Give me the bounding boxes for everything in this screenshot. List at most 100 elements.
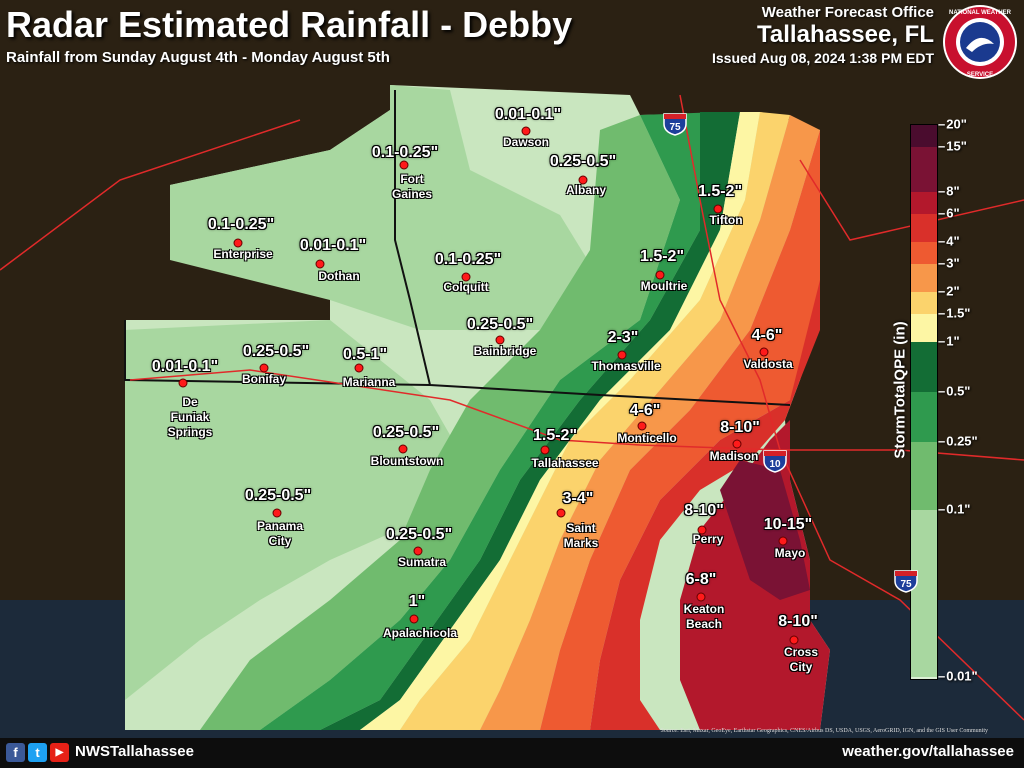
city-label: Valdosta xyxy=(743,357,793,371)
rainfall-label: 0.1-0.25" xyxy=(434,251,502,268)
rain-zone-0_25 xyxy=(200,115,680,730)
rain-zone-6 xyxy=(590,280,820,730)
city-label: Panama City xyxy=(256,519,304,548)
rainfall-map xyxy=(0,0,1024,738)
city-label: Tifton xyxy=(709,213,743,227)
city-marker xyxy=(233,238,243,248)
city-marker xyxy=(521,126,531,136)
city-label: Bonifay xyxy=(241,372,287,386)
twitter-icon[interactable]: t xyxy=(28,743,47,762)
svg-text:NATIONAL WEATHER: NATIONAL WEATHER xyxy=(949,10,1012,16)
legend-title: StormTotalQPE (in) xyxy=(891,321,909,459)
rain-zone-2 xyxy=(400,112,790,730)
legend-tick-label: 1" xyxy=(938,334,959,349)
interstate-10-icon: 10 xyxy=(763,450,787,473)
city-label: Dothan xyxy=(318,269,360,283)
rainfall-label: 0.1-0.25" xyxy=(371,144,439,161)
page-subtitle: Rainfall from Sunday August 4th - Monday… xyxy=(6,49,390,66)
rainfall-label: 1" xyxy=(408,593,426,610)
interstate-75-south-icon: 75 xyxy=(894,570,918,593)
office-label: Weather Forecast Office xyxy=(761,4,934,21)
rainfall-label: 8-10" xyxy=(684,502,724,519)
city-label: Tallahassee xyxy=(531,456,599,470)
city-marker xyxy=(398,444,408,454)
state-border xyxy=(124,90,791,406)
rainfall-label: 0.5-1" xyxy=(342,346,388,363)
rainfall-label: 8-10" xyxy=(720,419,760,436)
city-label: Fort Gaines xyxy=(391,172,433,201)
city-label: Bainbridge xyxy=(473,344,537,358)
rainfall-label: 1.5-2" xyxy=(697,183,743,200)
city-marker xyxy=(540,445,550,455)
rainfall-label: 0.25-0.5" xyxy=(466,316,534,333)
city-label: Blountstown xyxy=(370,454,444,468)
legend-tick-label: 20" xyxy=(938,117,967,132)
issued-timestamp: Issued Aug 08, 2024 1:38 PM EDT xyxy=(711,50,934,66)
rainfall-label: 8-10" xyxy=(778,613,818,630)
city-marker xyxy=(495,335,505,345)
rainfall-label: 10-15" xyxy=(763,516,813,533)
rainfall-label: 6-8" xyxy=(685,571,717,588)
legend-tick-label: 0.01" xyxy=(938,669,977,684)
city-marker xyxy=(578,175,588,185)
city-label: Colquitt xyxy=(443,280,489,294)
city-marker xyxy=(556,508,566,518)
youtube-icon[interactable]: ▶ xyxy=(50,743,69,762)
city-marker xyxy=(178,378,188,388)
city-marker xyxy=(272,508,282,518)
city-marker xyxy=(399,160,409,170)
legend-tick-label: 0.25" xyxy=(938,434,977,449)
interstate-10-label: 10 xyxy=(769,459,781,470)
city-label: Enterprise xyxy=(213,247,273,261)
city-label: Saint Marks xyxy=(563,521,599,550)
rainfall-label: 1.5-2" xyxy=(639,248,685,265)
svg-text:SERVICE: SERVICE xyxy=(967,72,993,78)
city-label: Marianna xyxy=(342,375,396,389)
rainfall-label: 0.25-0.5" xyxy=(549,153,617,170)
legend-tick-label: 0.1" xyxy=(938,502,970,517)
legend-tick-label: 3" xyxy=(938,256,959,271)
rainfall-label: 4-6" xyxy=(751,327,783,344)
city-marker xyxy=(461,272,471,282)
social-handle[interactable]: NWSTallahassee xyxy=(75,743,194,760)
city-marker xyxy=(409,614,419,624)
city-marker xyxy=(759,347,769,357)
rainfall-label: 0.01-0.1" xyxy=(494,106,562,123)
rainfall-label: 0.25-0.5" xyxy=(242,343,310,360)
rainfall-label: 1.5-2" xyxy=(532,427,578,444)
city-label: Cross City xyxy=(783,645,819,674)
facebook-icon[interactable]: f xyxy=(6,743,25,762)
rain-zone-0_1 xyxy=(125,85,600,700)
city-marker xyxy=(789,635,799,645)
city-label: Mayo xyxy=(774,546,806,560)
city-marker xyxy=(697,525,707,535)
legend-tick-label: 4" xyxy=(938,234,959,249)
city-label: Monticello xyxy=(617,431,677,445)
interstate-75-north-label: 75 xyxy=(669,122,681,133)
rainfall-label: 0.1-0.25" xyxy=(207,216,275,233)
rainfall-label: 0.25-0.5" xyxy=(372,424,440,441)
city-marker xyxy=(696,592,706,602)
rainfall-label: 0.01-0.1" xyxy=(151,358,219,375)
rainfall-label: 0.25-0.5" xyxy=(244,487,312,504)
city-label: De Funiak Springs xyxy=(167,395,213,439)
website-link[interactable]: weather.gov/tallahassee xyxy=(842,743,1014,760)
office-location: Tallahassee, FL xyxy=(757,21,934,48)
legend-tick-label: 6" xyxy=(938,206,959,221)
city-label: Moultrie xyxy=(640,279,688,293)
rain-zone-0_5 xyxy=(260,112,720,730)
city-marker xyxy=(354,363,364,373)
legend-tick-label: 1.5" xyxy=(938,306,970,321)
page-title: Radar Estimated Rainfall - Debby xyxy=(6,4,573,45)
rain-zone-3 xyxy=(480,115,820,730)
city-label: Thomasville xyxy=(591,359,661,373)
legend-tick-label: 15" xyxy=(938,139,967,154)
city-label: Sumatra xyxy=(397,555,447,569)
city-label: Madison xyxy=(709,449,759,463)
social-icons: f t ▶ xyxy=(6,743,69,762)
city-marker xyxy=(637,421,647,431)
legend-colorbar xyxy=(910,124,938,680)
city-label: Apalachicola xyxy=(382,626,458,640)
rainfall-label: 2-3" xyxy=(607,329,639,346)
rainfall-label: 4-6" xyxy=(629,402,661,419)
